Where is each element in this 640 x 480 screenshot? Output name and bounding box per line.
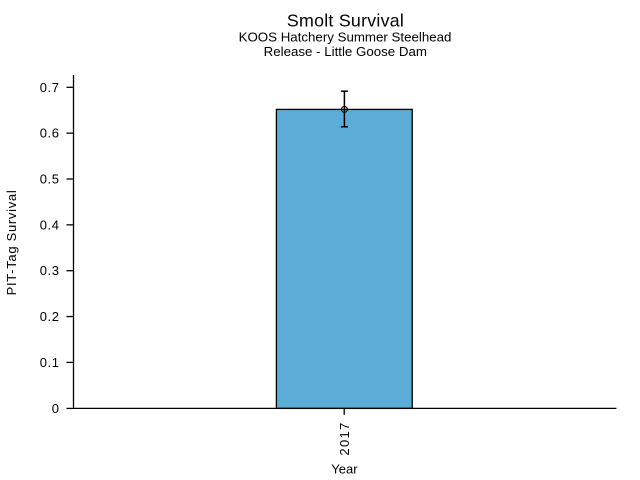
svg-text:KOOS Hatchery Summer Steelhead: KOOS Hatchery Summer Steelhead bbox=[239, 29, 452, 44]
svg-text:0.7: 0.7 bbox=[40, 80, 60, 95]
svg-text:0.6: 0.6 bbox=[40, 126, 60, 141]
svg-text:Release - Little Goose Dam: Release - Little Goose Dam bbox=[264, 44, 427, 59]
svg-text:Smolt Survival: Smolt Survival bbox=[287, 11, 404, 31]
svg-text:0.4: 0.4 bbox=[40, 217, 60, 232]
svg-text:0.5: 0.5 bbox=[40, 172, 60, 187]
svg-text:0: 0 bbox=[52, 401, 60, 416]
svg-text:PIT-Tag Survival: PIT-Tag Survival bbox=[4, 190, 19, 296]
svg-text:Year: Year bbox=[331, 462, 358, 477]
svg-text:0.1: 0.1 bbox=[40, 355, 60, 370]
svg-text:2017: 2017 bbox=[337, 421, 352, 455]
svg-text:0.3: 0.3 bbox=[40, 263, 60, 278]
svg-text:0.2: 0.2 bbox=[40, 309, 60, 324]
